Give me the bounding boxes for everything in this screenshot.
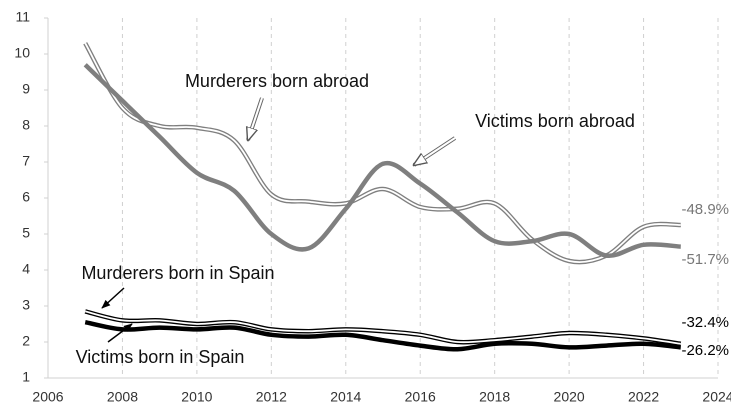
y-tick-label: 1 xyxy=(22,369,30,385)
line xyxy=(83,63,681,258)
end-label: -26.2% xyxy=(681,342,729,359)
y-tick-label: 8 xyxy=(22,117,30,133)
arrow xyxy=(248,97,263,140)
x-tick-label: 2024 xyxy=(702,389,731,405)
end-label: -51.7% xyxy=(681,251,729,268)
line-inner xyxy=(84,42,681,263)
annotation: Victims born in Spain xyxy=(76,347,245,367)
x-tick-label: 2010 xyxy=(181,389,212,405)
end-label: -48.9% xyxy=(681,201,729,218)
x-tick-label: 2006 xyxy=(32,389,63,405)
x-tick-label: 2014 xyxy=(330,389,361,405)
annotation: Victims born abroad xyxy=(475,111,635,131)
y-tick-label: 2 xyxy=(22,333,30,349)
y-tick-label: 6 xyxy=(22,189,30,205)
y-tick-label: 4 xyxy=(22,261,30,277)
y-tick-label: 5 xyxy=(22,225,30,241)
arrow xyxy=(414,137,456,165)
y-tick-label: 3 xyxy=(22,297,30,313)
line-inner xyxy=(85,310,681,345)
annotation: Murderers born abroad xyxy=(185,71,369,91)
end-label: -32.4% xyxy=(681,314,729,331)
annotation: Murderers born in Spain xyxy=(81,263,274,283)
x-tick-label: 2016 xyxy=(405,389,436,405)
x-tick-label: 2020 xyxy=(554,389,585,405)
x-tick-label: 2012 xyxy=(256,389,287,405)
x-tick-label: 2022 xyxy=(628,389,659,405)
y-tick-label: 10 xyxy=(14,45,30,61)
line xyxy=(84,319,682,352)
y-tick-label: 7 xyxy=(22,153,30,169)
y-tick-label: 11 xyxy=(15,9,30,25)
x-tick-label: 2018 xyxy=(479,389,510,405)
arrow xyxy=(107,323,133,343)
y-tick-label: 9 xyxy=(22,81,30,97)
arrow xyxy=(101,287,125,309)
x-tick-label: 2008 xyxy=(107,389,138,405)
